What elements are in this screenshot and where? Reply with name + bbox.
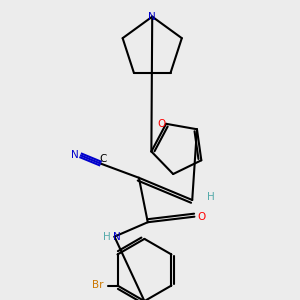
Text: O: O [157, 119, 165, 129]
Text: H: H [207, 192, 214, 202]
Text: O: O [198, 212, 206, 222]
Text: N: N [148, 12, 156, 22]
Text: N: N [113, 232, 121, 242]
Text: Br: Br [92, 280, 103, 290]
Text: N: N [71, 150, 79, 160]
Text: H: H [103, 232, 111, 242]
Text: C: C [100, 154, 107, 164]
